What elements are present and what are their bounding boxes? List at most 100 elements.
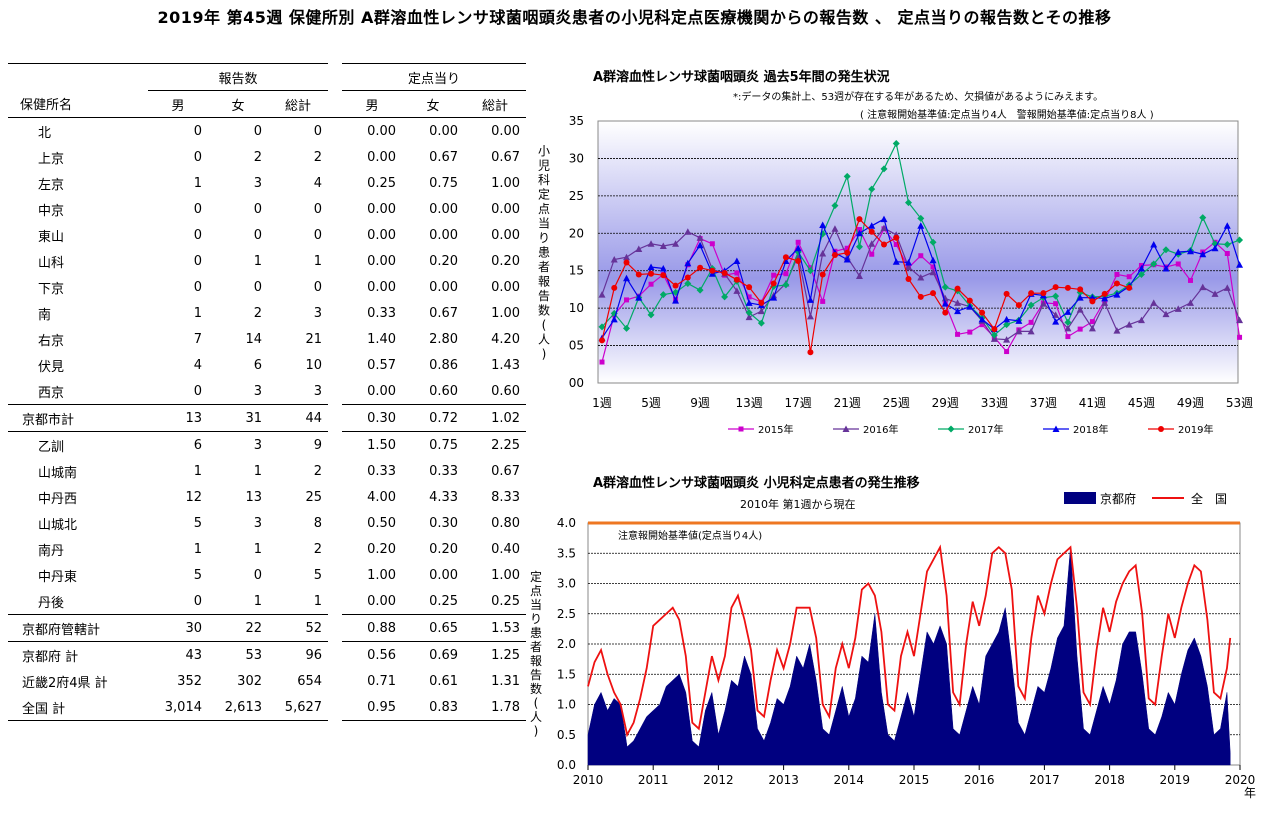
chart1-data-point (783, 271, 789, 277)
cell-f: 2,613 (208, 694, 268, 721)
chart1-data-point (1027, 301, 1035, 309)
chart1-data-point (733, 257, 741, 264)
chart1-data-point (1052, 311, 1060, 318)
chart1-title: A群溶血性レンサ球菌咽頭炎 過去5年間の発生状況 (593, 70, 890, 85)
chart1-data-point (1064, 284, 1071, 291)
chart1-data-point (1223, 241, 1231, 249)
cell-pm: 1.00 (367, 567, 397, 583)
chart1-data-point (1040, 290, 1047, 297)
cell-station-name: 京都市計 (8, 404, 148, 432)
cell-pf: 0.00 (429, 201, 459, 217)
cell-m: 352 (177, 673, 202, 689)
cell-pm: 0.30 (342, 404, 403, 432)
col-header-total: 総計 (482, 98, 509, 114)
cell-t: 0 (313, 227, 323, 243)
group-header-reports: 報告数 (148, 63, 329, 91)
chart2-x-tick-label: 2013 (768, 773, 799, 787)
chart1-data-point (1015, 302, 1022, 309)
chart1-data-point (941, 300, 949, 307)
chart1-data-point (979, 309, 986, 316)
cell-m: 5 (193, 567, 202, 583)
chart1-data-point (807, 349, 814, 356)
chart2-ylabel-char: 者 (530, 640, 542, 654)
chart2-x-tick-label: 2011 (638, 773, 669, 787)
cell-pt: 8.33 (491, 489, 521, 505)
chart1-ylabel-char: 当 (538, 217, 550, 231)
chart1-ylabel-char: 科 (538, 173, 550, 187)
chart1-data-point (1089, 298, 1096, 305)
cell-pm: 0.33 (367, 463, 397, 479)
cell-t: 0 (313, 279, 323, 295)
chart1-ylabel-char: 数 (538, 303, 550, 318)
chart1-data-point (733, 287, 741, 294)
chart1-data-point (635, 294, 643, 301)
chart1-data-point (1027, 327, 1035, 335)
cell-pf: 0.00 (429, 227, 459, 243)
chart1-data-point (648, 281, 654, 287)
chart1-data-point (1089, 319, 1095, 325)
chart1-data-point (1088, 324, 1096, 332)
chart1-data-point (659, 264, 667, 272)
chart1-data-point (978, 315, 986, 323)
chart1-data-point (819, 249, 827, 257)
chart1-data-point (696, 286, 704, 294)
chart1-data-point (758, 299, 765, 306)
cell-pt: 0.00 (491, 279, 521, 295)
cell-pt: 0.00 (491, 227, 521, 243)
chart1-data-point (721, 269, 728, 276)
chart2-y-tick-label: 4.0 (557, 516, 576, 530)
chart1-data-point (1052, 318, 1060, 325)
cell-pf: 0.33 (429, 463, 459, 479)
chart1-ylabel-char: 患 (538, 246, 550, 260)
cell-m: 0 (193, 123, 202, 139)
chart1-y-tick-label: 35 (569, 115, 584, 128)
chart1-data-point (1114, 271, 1120, 277)
chart2-ylabel-char: 定 (530, 569, 542, 584)
table-row: 中京 0 0 0 0.00 0.00 0.00 (8, 196, 526, 222)
chart2-x-tick-label: 2010 (573, 773, 604, 787)
chart1-data-point (1150, 260, 1158, 268)
chart1-data-point (672, 240, 680, 247)
chart2-svg: 0.0 0.5 1.0 1.5 2.0 2.5 3.0 3.5 4.0 2010 2011 2012 2… (530, 491, 1256, 800)
chart2-x-tick-label: 2012 (703, 773, 734, 787)
chart1-data-point (770, 280, 777, 287)
chart1-legend-marker (947, 425, 955, 433)
chart1-data-point (869, 251, 875, 257)
chart2-ylabel-char: 当 (530, 598, 542, 612)
chart1-data-point (880, 241, 887, 248)
cell-t: 654 (297, 673, 323, 689)
chart2-x-tick-label: 2014 (834, 773, 865, 787)
chart1-data-point (746, 284, 753, 291)
chart1-data-point (598, 291, 606, 298)
cell-station-name: 中丹東 (38, 569, 78, 585)
cell-station-name: 山城北 (38, 517, 78, 533)
chart1-data-point (1174, 248, 1182, 255)
chart1-data-point (1064, 324, 1072, 332)
chart1-data-point (929, 256, 937, 264)
chart1-data-point (1003, 321, 1011, 329)
cell-m: 1 (193, 541, 202, 557)
chart1-data-point (831, 202, 839, 210)
cell-pt: 0.00 (491, 123, 521, 139)
chart1-data-point (1150, 241, 1158, 248)
chart2-x-tick-label: 2019 (1160, 773, 1191, 787)
chart1-data-point (659, 242, 667, 250)
chart1-data-point (917, 273, 925, 281)
chart1-data-point (660, 272, 667, 279)
chart1-data-point (1064, 318, 1072, 326)
chart1-data-point (672, 288, 680, 296)
table-row: 伏見 4 6 10 0.57 0.86 1.43 (8, 352, 526, 378)
chart1-data-point (696, 241, 704, 249)
chart1-data-point (1113, 280, 1120, 287)
chart1-data-point (941, 283, 949, 291)
chart1-data-point (955, 331, 961, 337)
chart1-data-point (954, 285, 961, 292)
chart1-data-point (1237, 334, 1243, 340)
cell-m: 0 (193, 149, 202, 165)
cell-station-name: 丹後 (38, 595, 65, 611)
chart1-y-tick-label: 20 (569, 226, 584, 240)
chart1-data-point (709, 241, 715, 247)
cell-m: 1 (193, 463, 202, 479)
cell-t: 0 (313, 123, 323, 139)
chart2-legend-label-kyoto: 京都府 (1100, 491, 1136, 506)
